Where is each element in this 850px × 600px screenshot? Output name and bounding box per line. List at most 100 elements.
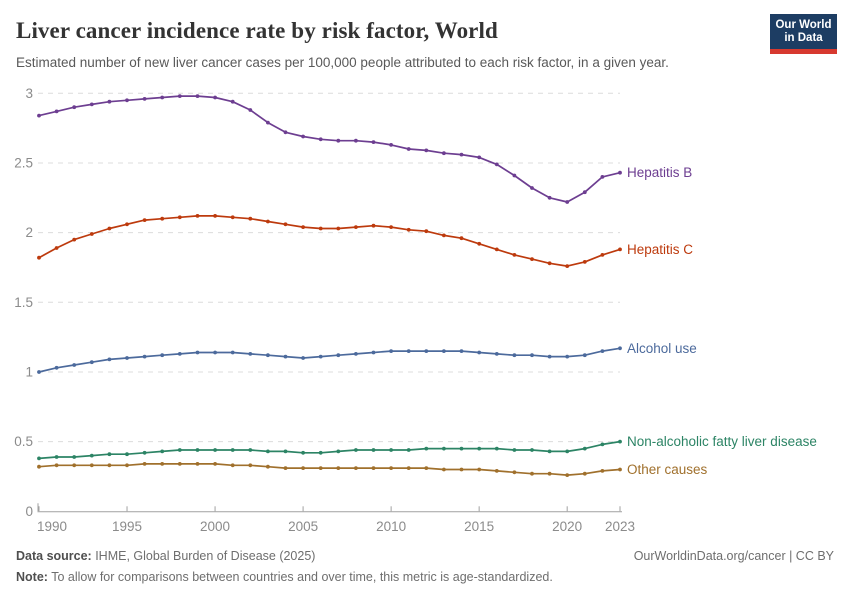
data-point <box>565 449 570 454</box>
data-point <box>107 357 112 362</box>
y-tick-label: 2.5 <box>14 155 33 170</box>
data-point <box>512 253 517 257</box>
data-point <box>107 463 112 468</box>
data-point <box>160 95 165 100</box>
data-point <box>177 462 182 466</box>
series-line <box>38 95 621 203</box>
data-point <box>266 464 270 469</box>
data-point <box>371 223 376 228</box>
data-point <box>283 222 288 227</box>
data-point <box>89 232 94 236</box>
chart-footer: Data source: IHME, Global Burden of Dise… <box>16 546 834 588</box>
data-point <box>125 98 129 103</box>
footer-rights: OurWorldinData.org/cancer | CC BY <box>633 549 834 563</box>
data-point <box>354 448 358 452</box>
y-tick-label: 1 <box>25 364 33 379</box>
data-point <box>494 469 499 473</box>
data-point <box>72 363 77 367</box>
data-point <box>600 442 605 447</box>
data-point <box>142 462 147 466</box>
data-point <box>582 471 587 476</box>
data-point <box>442 349 446 353</box>
chart-subtitle: Estimated number of new liver cancer cas… <box>16 55 669 70</box>
series-other-causes: Other causes <box>37 462 708 477</box>
data-point <box>177 94 182 98</box>
data-point <box>37 464 41 469</box>
data-point <box>336 449 341 454</box>
data-point <box>318 226 323 231</box>
data-point <box>600 349 605 353</box>
data-point <box>142 354 147 359</box>
data-point <box>530 353 534 358</box>
x-tick-label: 2015 <box>464 519 494 534</box>
data-point <box>266 219 270 224</box>
data-point <box>477 155 482 160</box>
data-point <box>177 215 182 220</box>
data-point <box>371 466 376 470</box>
data-point <box>494 446 499 451</box>
data-point <box>459 152 464 157</box>
data-point <box>547 471 552 476</box>
page-title: Liver cancer incidence rate by risk fact… <box>16 18 498 43</box>
owid-logo-line1: Our World <box>775 18 832 31</box>
series-line <box>38 215 621 267</box>
data-point <box>37 255 41 260</box>
data-point <box>177 352 182 356</box>
series-line <box>38 347 621 373</box>
data-point <box>107 99 112 104</box>
data-point <box>230 215 235 220</box>
data-point <box>266 353 270 358</box>
data-point <box>213 214 218 218</box>
series-hepatitis-b: Hepatitis B <box>37 94 692 204</box>
data-point <box>54 365 59 370</box>
footer-source-text: IHME, Global Burden of Disease (2025) <box>91 549 316 563</box>
data-point <box>530 471 534 476</box>
data-point <box>301 466 305 470</box>
data-point <box>547 261 552 266</box>
data-point <box>565 354 570 359</box>
data-point <box>406 448 411 452</box>
data-point <box>301 134 305 139</box>
series-label: Other causes <box>627 462 708 477</box>
data-point <box>547 354 552 359</box>
data-point <box>442 151 446 156</box>
data-point <box>318 354 323 359</box>
data-point <box>248 352 253 356</box>
data-point <box>125 463 129 468</box>
data-point <box>89 463 94 468</box>
series-alcohol-use: Alcohol use <box>37 341 697 374</box>
series-label: Hepatitis C <box>627 242 693 257</box>
data-point <box>142 450 147 455</box>
series-hepatitis-c: Hepatitis C <box>37 214 693 268</box>
x-tick-label: 2005 <box>288 519 318 534</box>
data-point <box>177 448 182 452</box>
x-tick-label: 1995 <box>112 519 142 534</box>
data-point <box>283 130 288 135</box>
data-point <box>230 463 235 468</box>
data-point <box>389 349 393 353</box>
y-tick-label: 0 <box>25 504 33 519</box>
data-point <box>477 241 482 246</box>
data-point <box>266 449 270 454</box>
data-point <box>283 354 288 359</box>
data-point <box>354 466 358 470</box>
data-point <box>442 233 446 238</box>
data-point <box>371 448 376 452</box>
data-point <box>195 448 200 452</box>
data-point <box>354 138 358 143</box>
data-point <box>142 97 147 101</box>
data-point <box>160 449 165 454</box>
data-point <box>582 260 587 264</box>
x-tick-label: 1990 <box>37 519 67 534</box>
data-point <box>54 455 59 459</box>
data-point <box>406 349 411 353</box>
chart-svg: 0 0.5 1 1.5 2 2.5 3 1990 1995 2000 2005 2010 2015 202… <box>14 86 817 534</box>
data-point <box>125 452 129 457</box>
footer-note-label: Note: <box>16 570 48 584</box>
data-point <box>213 95 218 100</box>
data-point <box>248 216 253 221</box>
data-point <box>512 470 517 475</box>
data-point <box>195 94 200 98</box>
data-point <box>459 236 464 241</box>
data-point <box>406 466 411 470</box>
